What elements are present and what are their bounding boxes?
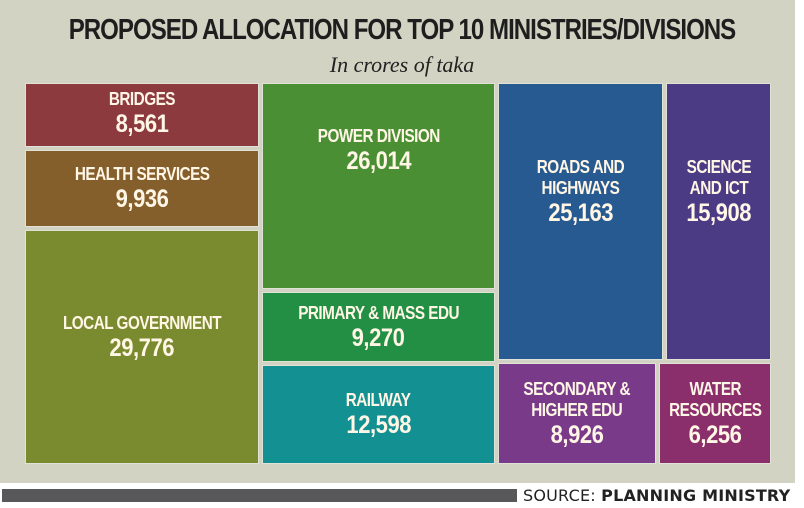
tile-health-services: HEALTH SERVICES 9,936 xyxy=(26,151,258,226)
source-name: PLANNING MINISTRY xyxy=(601,486,791,505)
source-credit: SOURCE: PLANNING MINISTRY xyxy=(523,486,790,505)
tile-label: PRIMARY & MASS EDU xyxy=(298,302,459,323)
tile-power-division: POWER DIVISION 26,014 xyxy=(263,84,494,288)
tile-label: BRIDGES xyxy=(108,88,176,109)
tile-value: 26,014 xyxy=(346,146,411,175)
source-prefix: SOURCE: xyxy=(523,486,602,505)
tile-label: LOCAL GOVERNMENT xyxy=(62,312,222,333)
tile-value: 8,561 xyxy=(115,109,169,138)
tile-value: 8,926 xyxy=(550,420,604,449)
tile-primary-mass-edu: PRIMARY & MASS EDU 9,270 xyxy=(263,293,494,361)
tile-local-government: LOCAL GOVERNMENT 29,776 xyxy=(26,231,258,463)
tile-label: ROADS AND HIGHWAYS xyxy=(536,156,625,198)
tile-label: WATER RESOURCES xyxy=(668,378,762,420)
chart-title: PROPOSED ALLOCATION FOR TOP 10 MINISTRIE… xyxy=(68,14,736,46)
tile-value: 9,936 xyxy=(115,185,169,213)
tile-label: RAILWAY xyxy=(346,390,411,410)
tile-value: 12,598 xyxy=(346,411,411,439)
tile-secondary-higher-edu: SECONDARY & HIGHER EDU 8,926 xyxy=(499,364,655,463)
tile-value: 25,163 xyxy=(548,198,613,227)
tile-bridges: BRIDGES 8,561 xyxy=(26,84,258,146)
tile-value: 9,270 xyxy=(352,323,405,352)
footer-bar xyxy=(2,489,517,502)
tile-water-resources: WATER RESOURCES 6,256 xyxy=(660,364,770,463)
tile-label: POWER DIVISION xyxy=(317,125,440,146)
chart-subtitle: In crores of taka xyxy=(329,52,475,77)
tile-roads-and-highways: ROADS AND HIGHWAYS 25,163 xyxy=(499,84,662,359)
tile-railway: RAILWAY 12,598 xyxy=(263,366,494,463)
tile-value: 15,908 xyxy=(686,198,751,227)
tile-value: 29,776 xyxy=(109,333,175,362)
tile-label: SECONDARY & HIGHER EDU xyxy=(523,378,631,420)
tile-label: HEALTH SERVICES xyxy=(74,164,210,184)
tile-label: SCIENCE AND ICT xyxy=(686,156,751,198)
tile-science-and-ict: SCIENCE AND ICT 15,908 xyxy=(667,84,770,359)
tile-value: 6,256 xyxy=(688,420,742,449)
